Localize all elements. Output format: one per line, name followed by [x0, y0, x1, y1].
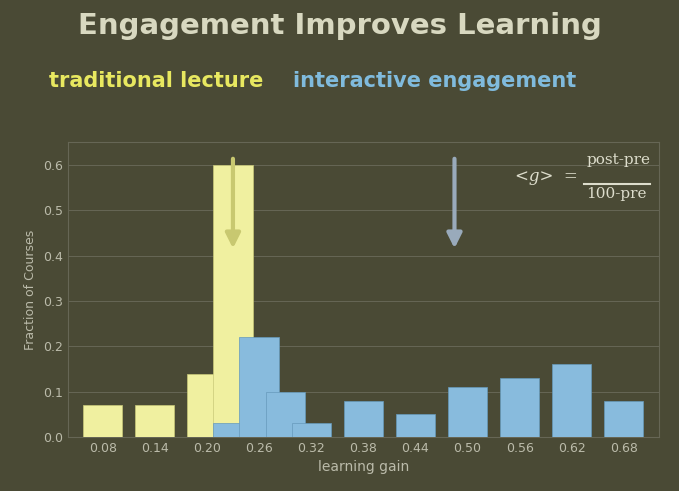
Bar [83, 405, 122, 437]
Text: 100-pre: 100-pre [587, 187, 647, 201]
Text: <g>  =: <g> = [515, 168, 578, 185]
Bar [213, 165, 253, 437]
Bar [240, 337, 278, 437]
X-axis label: learning gain: learning gain [318, 461, 409, 474]
Bar [344, 401, 383, 437]
Bar [187, 374, 226, 437]
Bar [265, 392, 305, 437]
Text: traditional lecture: traditional lecture [49, 71, 263, 91]
Text: post-pre: post-pre [587, 153, 650, 167]
Bar [604, 401, 644, 437]
Bar [552, 364, 591, 437]
Bar [500, 378, 539, 437]
Bar [135, 405, 175, 437]
Bar [448, 387, 487, 437]
Y-axis label: Fraction of Courses: Fraction of Courses [24, 230, 37, 350]
Bar [213, 423, 253, 437]
Text: Engagement Improves Learning: Engagement Improves Learning [77, 12, 602, 40]
Bar [291, 423, 331, 437]
Text: interactive engagement: interactive engagement [293, 71, 576, 91]
Bar [396, 414, 435, 437]
